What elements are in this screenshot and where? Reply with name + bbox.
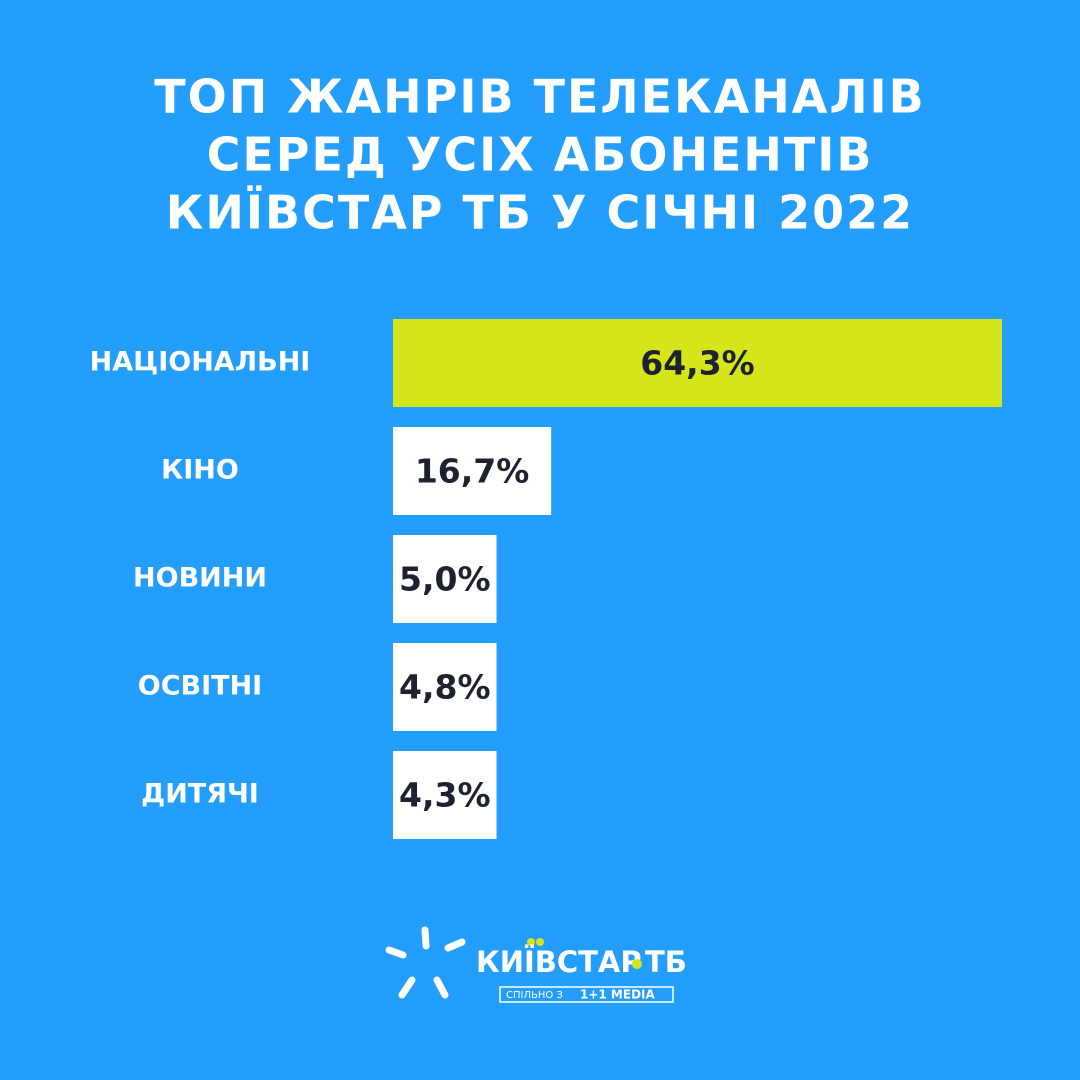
- value-label: 16,7%: [415, 452, 530, 491]
- category-label: НАЦІОНАЛЬНІ: [90, 347, 311, 378]
- bar: [393, 319, 1002, 407]
- category-label: НОВИНИ: [133, 563, 267, 594]
- logo-partner: 1+1 MEDIA: [580, 988, 655, 1002]
- logo-brand: КИЇВСТАР: [476, 945, 642, 979]
- value-label: 4,8%: [399, 668, 491, 707]
- title-line: КИЇВСТАР ТБ У СІЧНІ 2022: [166, 186, 914, 240]
- category-label: КІНО: [161, 455, 239, 486]
- title-line: ТОП ЖАНРІВ ТЕЛЕКАНАЛІВ: [154, 70, 925, 124]
- bar: [393, 427, 552, 515]
- logo: [385, 926, 466, 999]
- value-label: 4,3%: [399, 776, 491, 815]
- title-line: СЕРЕД УСІХ АБОНЕНТІВ: [207, 128, 874, 182]
- logo-dot: [527, 938, 535, 946]
- logo-dot: [632, 959, 642, 969]
- logo-tagline: СПІЛЬНО З: [506, 990, 563, 1001]
- bar: [393, 751, 497, 839]
- logo-suffix: ТБ: [645, 945, 687, 979]
- category-label: ДИТЯЧІ: [141, 779, 259, 810]
- tagline-box: [499, 986, 674, 1003]
- value-label: 64,3%: [640, 344, 755, 383]
- logo-dot: [536, 938, 544, 946]
- value-label: 5,0%: [399, 560, 491, 599]
- category-label: ОСВІТНІ: [138, 671, 262, 702]
- bar: [393, 535, 497, 623]
- bar: [393, 643, 497, 731]
